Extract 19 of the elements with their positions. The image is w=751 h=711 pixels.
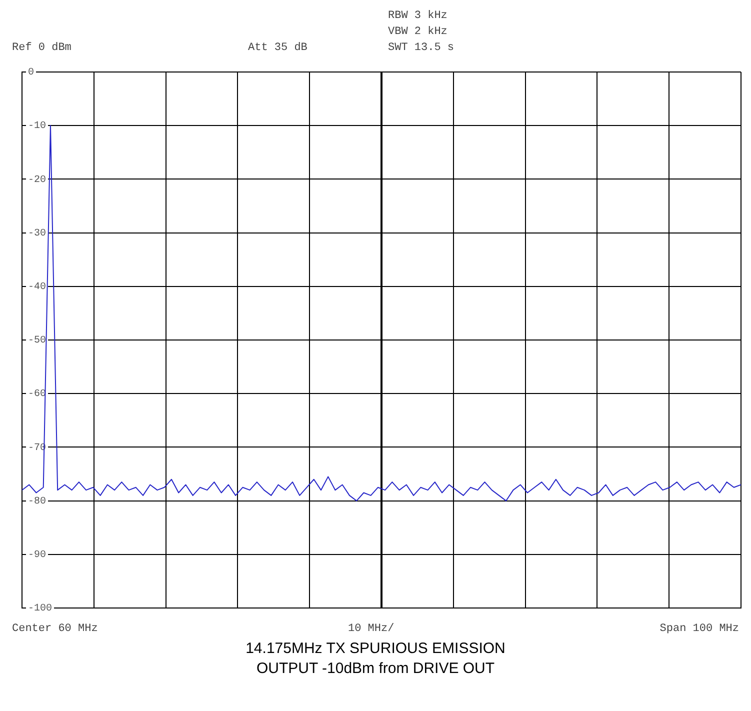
text: 14.175MHz TX SPURIOUS EMISSION xyxy=(244,640,506,657)
text: Ref 0 dBm xyxy=(12,42,72,54)
y-tick-label: -80 xyxy=(28,496,46,508)
y-tick-label: -40 xyxy=(28,282,46,294)
y-tick-label: -100 xyxy=(28,604,52,615)
text: Center 60 MHz xyxy=(12,623,98,635)
y-tick-label: -20 xyxy=(28,174,46,186)
text: RBW 3 kHz xyxy=(388,10,448,22)
y-tick-label: 0 xyxy=(28,68,34,79)
text: Att 35 dB xyxy=(248,42,308,54)
text: VBW 2 kHz xyxy=(388,26,448,38)
text: OUTPUT -10dBm from DRIVE OUT xyxy=(255,660,496,677)
text: Span 100 MHz xyxy=(660,623,739,635)
y-tick-label: -90 xyxy=(28,550,46,562)
text: SWT 13.5 s xyxy=(388,42,454,54)
y-tick-label: -10 xyxy=(28,121,46,132)
y-tick-label: -30 xyxy=(28,228,46,240)
text: 10 MHz/ xyxy=(348,623,394,635)
y-tick-label: -50 xyxy=(28,336,46,347)
